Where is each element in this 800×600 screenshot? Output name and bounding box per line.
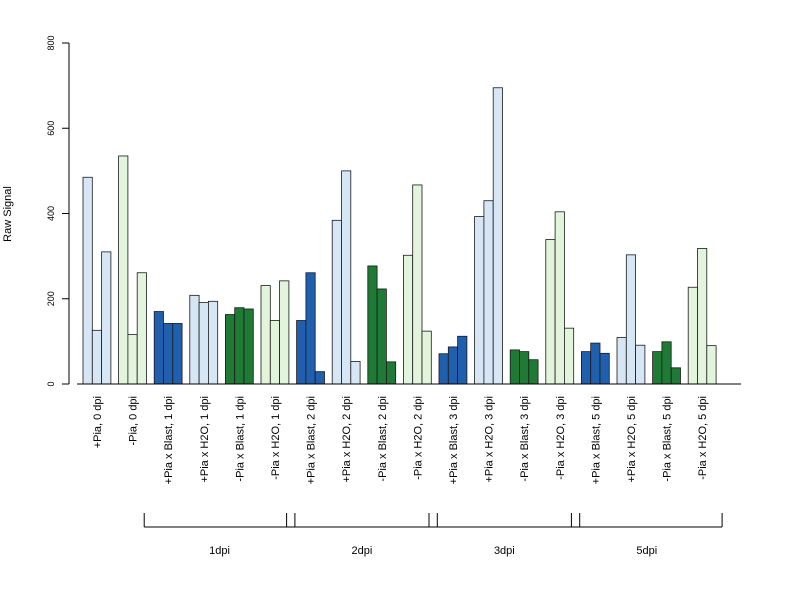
bar	[687, 286, 698, 385]
bar	[91, 329, 103, 385]
bar	[385, 361, 397, 385]
category-label: -Pia x Blast, 3 dpi	[519, 396, 531, 482]
bar	[260, 285, 271, 385]
category-label: -Pia x H2O, 5 dpi	[697, 396, 709, 480]
bar	[118, 155, 129, 385]
group-label: 1dpi	[209, 545, 230, 557]
bar	[474, 216, 485, 385]
category-label: -Pia x Blast, 1 dpi	[234, 396, 246, 482]
group-label: 5dpi	[636, 545, 657, 557]
y-axis: 0 200 400 600 800	[46, 35, 70, 387]
y-axis-label: Raw Signal	[2, 186, 14, 242]
category-label: +Pia x Blast, 2 dpi	[306, 396, 318, 484]
bar	[224, 314, 236, 385]
category-label: -Pia, 0 dpi	[128, 396, 140, 446]
category-label: +Pia x H2O, 1 dpi	[199, 396, 211, 483]
group-brackets: 1dpi 2dpi 3dpi 5dpi	[143, 513, 723, 557]
bar	[457, 335, 468, 385]
bar	[438, 353, 449, 385]
bar	[269, 320, 280, 385]
y-tick-label: 800	[46, 35, 56, 50]
bar	[545, 239, 556, 385]
category-label: -Pia x Blast, 2 dpi	[377, 396, 389, 482]
bar	[198, 302, 209, 385]
bar	[492, 87, 503, 385]
bar	[697, 248, 708, 385]
bar	[367, 265, 378, 385]
category-label: +Pia x Blast, 3 dpi	[448, 396, 460, 484]
bar	[376, 288, 387, 385]
category-label: +Pia x H2O, 2 dpi	[341, 396, 353, 483]
bar	[402, 254, 414, 385]
category-label: -Pia x Blast, 5 dpi	[662, 396, 674, 482]
category-label: +Pia x Blast, 5 dpi	[590, 396, 602, 484]
bar	[599, 352, 610, 385]
bar	[652, 351, 663, 385]
category-label: -Pia x H2O, 2 dpi	[412, 396, 424, 480]
bar	[296, 320, 307, 385]
bar	[421, 330, 432, 385]
category-label: +Pia x Blast, 1 dpi	[163, 396, 175, 484]
bar	[234, 307, 245, 385]
bar	[528, 359, 539, 385]
category-label: +Pia x H2O, 3 dpi	[484, 396, 496, 483]
bar	[163, 323, 174, 385]
bar	[350, 361, 361, 385]
bar	[314, 371, 325, 385]
bar	[305, 272, 316, 385]
bar	[670, 367, 681, 385]
bar	[581, 351, 592, 385]
y-tick-label: 200	[46, 291, 56, 306]
bar	[509, 349, 520, 385]
bar	[483, 200, 494, 385]
bar	[279, 280, 290, 385]
bar	[101, 251, 112, 385]
bar	[590, 342, 601, 385]
y-tick-label: 0	[46, 381, 56, 386]
category-labels: +Pia, 0 dpi -Pia, 0 dpi +Pia x Blast, 1 dp…	[92, 396, 709, 484]
category-label: +Pia x H2O, 5 dpi	[626, 396, 638, 483]
group-label: 2dpi	[352, 545, 373, 557]
y-tick-label: 600	[46, 121, 56, 136]
bar	[189, 294, 200, 385]
bar	[172, 323, 183, 385]
category-label: +Pia, 0 dpi	[92, 396, 104, 448]
bar	[661, 341, 672, 385]
bar	[341, 170, 352, 385]
bar	[635, 344, 646, 385]
bar	[519, 351, 530, 385]
bar	[412, 184, 423, 385]
bar	[136, 272, 147, 385]
bar	[153, 311, 164, 385]
category-label: -Pia x H2O, 1 dpi	[270, 396, 282, 480]
bar	[331, 219, 342, 385]
bar	[447, 346, 458, 385]
group-label: 3dpi	[494, 545, 515, 557]
bar	[616, 337, 627, 385]
bar	[706, 345, 717, 385]
bar	[243, 308, 254, 385]
bar	[127, 334, 138, 385]
bar	[82, 176, 93, 385]
bar	[554, 211, 565, 385]
bar	[625, 254, 636, 385]
category-label: -Pia x H2O, 3 dpi	[555, 396, 567, 480]
bars-layer	[82, 87, 717, 385]
bar	[564, 327, 575, 385]
y-tick-label: 400	[46, 206, 56, 221]
bar	[207, 300, 219, 385]
